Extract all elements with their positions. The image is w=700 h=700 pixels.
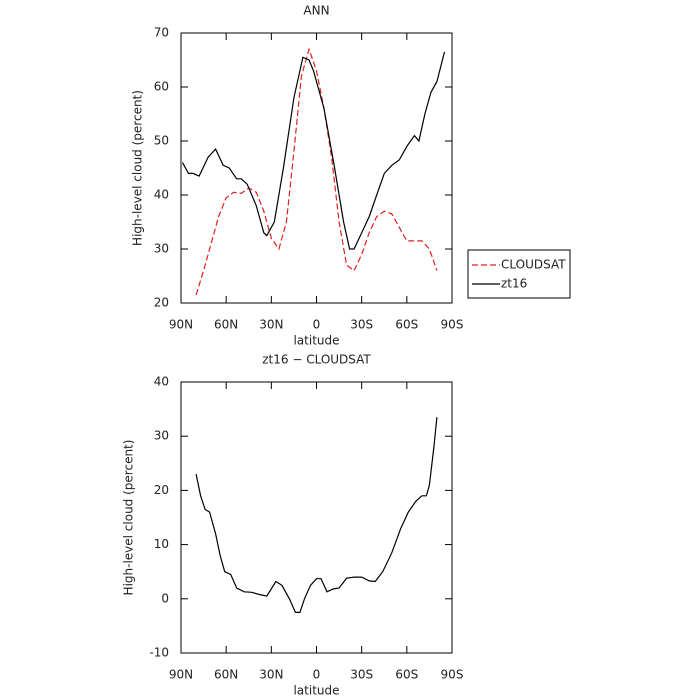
y-tick-label: 70 — [154, 26, 169, 40]
x-axis-label: latitude — [293, 684, 339, 698]
y-axis-label: High-level cloud (percent) — [122, 440, 136, 596]
x-tick-label: 30N — [259, 318, 283, 332]
x-tick-label: 60N — [214, 318, 238, 332]
data-line — [195, 417, 438, 613]
y-tick-label: 30 — [154, 242, 169, 256]
plot-frame — [180, 32, 453, 304]
x-tick-label: 60N — [214, 668, 238, 682]
y-tick-label: -10 — [149, 646, 169, 660]
y-tick-label: 20 — [154, 296, 169, 310]
y-tick-label: 50 — [154, 134, 169, 148]
plot-frame — [180, 381, 453, 654]
legend-label: zt16 — [501, 277, 527, 291]
chart-title: zt16 − CLOUDSAT — [262, 353, 371, 367]
x-tick-label: 30N — [259, 668, 283, 682]
y-tick-label: 40 — [154, 188, 169, 202]
x-tick-label: 90N — [169, 318, 193, 332]
y-tick-label: 60 — [154, 80, 169, 94]
y-tick-label: 20 — [154, 483, 169, 497]
x-tick-label: 90S — [441, 318, 464, 332]
data-line — [181, 51, 446, 250]
y-tick-label: 40 — [154, 375, 169, 389]
y-tick-label: 30 — [154, 429, 169, 443]
y-tick-label: 10 — [154, 537, 169, 551]
x-tick-label: 60S — [395, 318, 418, 332]
x-tick-label: 0 — [313, 668, 321, 682]
data-line — [195, 47, 438, 296]
x-axis-label: latitude — [293, 334, 339, 348]
x-tick-label: 60S — [395, 668, 418, 682]
x-tick-label: 0 — [313, 318, 321, 332]
y-tick-label: 0 — [161, 591, 169, 605]
chart-title: ANN — [303, 4, 329, 18]
x-tick-label: 30S — [350, 668, 373, 682]
legend-label: CLOUDSAT — [501, 258, 566, 272]
x-tick-label: 30S — [350, 318, 373, 332]
x-tick-label: 90N — [169, 668, 193, 682]
x-tick-label: 90S — [441, 668, 464, 682]
legend-box — [467, 249, 571, 299]
y-axis-label: High-level cloud (percent) — [131, 90, 145, 246]
